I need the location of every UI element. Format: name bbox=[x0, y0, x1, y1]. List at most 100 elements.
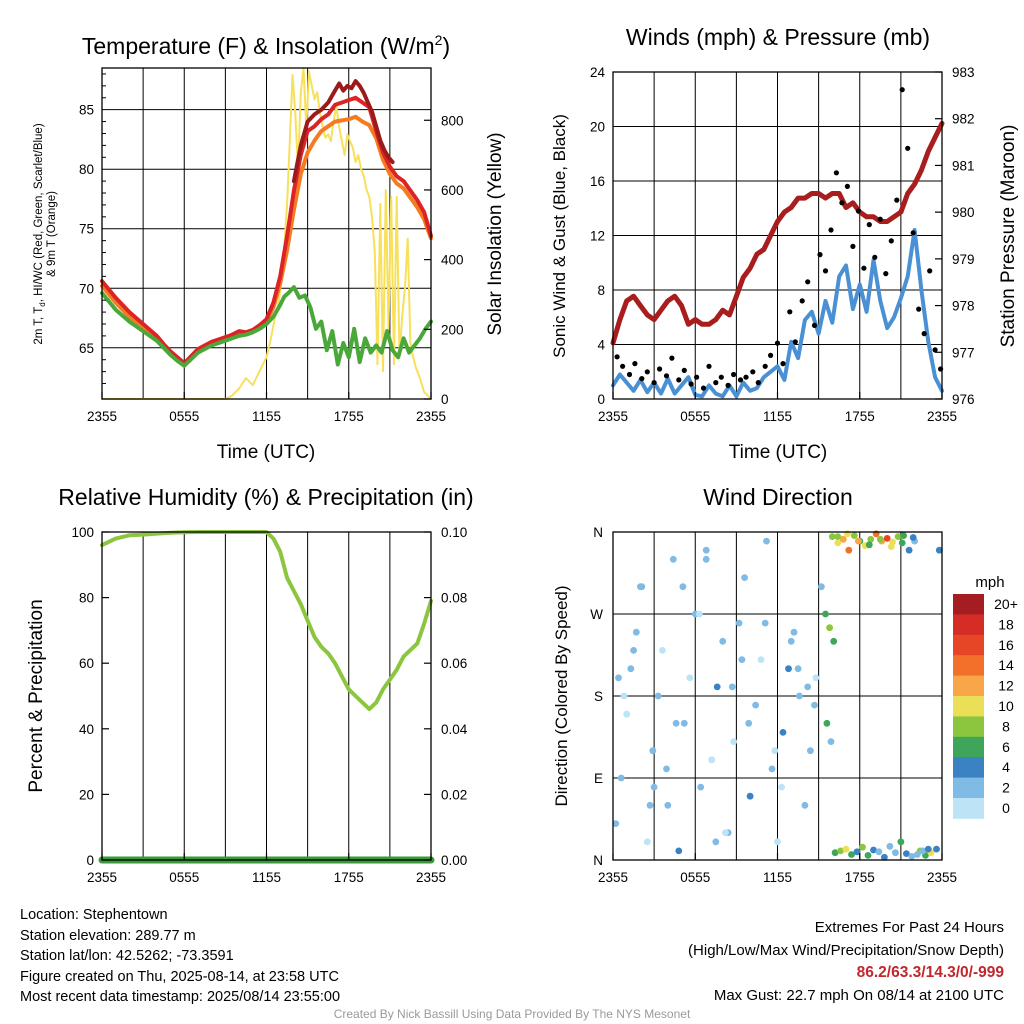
insolation-ytick-label: 200 bbox=[441, 322, 464, 337]
direction-point bbox=[675, 847, 683, 855]
gust-point bbox=[855, 208, 862, 214]
direction-point bbox=[839, 535, 847, 543]
direction-point bbox=[696, 610, 703, 618]
speed-legend-swatch bbox=[953, 736, 984, 758]
gust-point bbox=[750, 369, 756, 375]
precip-ytick-label: 0.00 bbox=[441, 853, 467, 868]
speed-legend: 20+ 18 16 14 12 10 8 6 4 2 0 bbox=[953, 594, 1018, 819]
gust-point bbox=[639, 376, 645, 382]
gust-point bbox=[833, 170, 840, 176]
direction-point bbox=[615, 674, 622, 682]
direction-point bbox=[643, 838, 651, 846]
direction-xtick-label: 2355 bbox=[598, 870, 628, 885]
direction-point bbox=[752, 701, 759, 709]
direction-point bbox=[828, 533, 836, 540]
speed-legend-swatch bbox=[953, 634, 984, 656]
direction-point bbox=[894, 533, 902, 540]
insolation-ytick-label: 400 bbox=[441, 253, 464, 268]
direction-point bbox=[741, 574, 748, 581]
direction-point bbox=[761, 619, 769, 627]
gust-point bbox=[921, 331, 927, 337]
temperature-y2label: Solar Insolation (Yellow) bbox=[485, 132, 506, 335]
gust-point bbox=[669, 355, 675, 361]
gust-point bbox=[644, 369, 650, 375]
insolation-ytick-label: 800 bbox=[441, 113, 464, 128]
direction-point bbox=[735, 619, 743, 627]
humidity-ytick-label: 40 bbox=[79, 722, 94, 737]
gust-point bbox=[872, 254, 878, 260]
wind-ylabel: Sonic Wind & Gust (Blue, Black) bbox=[550, 114, 569, 358]
direction-point bbox=[908, 853, 916, 860]
temperature-title: Temperature (F) & Insolation (W/m2) bbox=[82, 32, 450, 59]
precip-ytick-label: 0.10 bbox=[441, 525, 467, 540]
series-temp2m bbox=[100, 95, 433, 366]
direction-point bbox=[612, 820, 620, 827]
direction-point bbox=[620, 692, 628, 700]
wind-xtick-label: 2355 bbox=[598, 409, 628, 424]
speed-legend-swatch bbox=[953, 716, 984, 738]
direction-point bbox=[719, 637, 727, 645]
gust-point bbox=[910, 230, 916, 236]
wind-ytick-label: 0 bbox=[597, 392, 605, 407]
extremes-legend: (High/Low/Max Wind/Precipitation/Snow De… bbox=[688, 941, 1004, 959]
direction-point bbox=[680, 719, 688, 727]
direction-point bbox=[778, 783, 785, 791]
speed-legend-label: 2 bbox=[1002, 780, 1010, 796]
direction-point bbox=[826, 624, 833, 632]
humidity-ylabel: Percent & Precipitation bbox=[26, 599, 47, 792]
direction-point bbox=[790, 628, 798, 636]
direction-xtick-label: 1155 bbox=[763, 870, 792, 885]
direction-point bbox=[876, 535, 884, 543]
speed-legend-label: 16 bbox=[998, 637, 1014, 653]
direction-point bbox=[763, 537, 770, 545]
wind-xtick-label: 2355 bbox=[927, 409, 957, 424]
gust-point bbox=[657, 366, 663, 372]
precip-ytick-label: 0.08 bbox=[441, 591, 467, 606]
gust-point bbox=[861, 265, 867, 271]
direction-point bbox=[834, 533, 842, 540]
wind-ytick-label: 24 bbox=[590, 65, 606, 80]
gust-point bbox=[620, 363, 626, 369]
gust-point bbox=[805, 279, 811, 285]
temperature-axes: 2355 0555 1155 1755 2355 65 70 75 80 85 0 200 400 600… bbox=[79, 73, 464, 424]
humidity-title: Relative Humidity (%) & Precipitation (i… bbox=[58, 484, 473, 510]
direction-point bbox=[771, 747, 779, 755]
direction-point bbox=[801, 801, 809, 809]
wind-ytick-label: 20 bbox=[590, 120, 605, 135]
speed-legend-swatch bbox=[953, 777, 984, 799]
gust-point bbox=[877, 216, 883, 222]
speed-legend-swatch bbox=[953, 614, 984, 636]
gust-point bbox=[916, 306, 922, 312]
gust-point bbox=[839, 200, 845, 206]
wind-series bbox=[610, 87, 945, 399]
humidity-axes: 2355 0555 1155 1755 2355 0 0.00 20 0.02 40 0.04 60 0… bbox=[71, 525, 467, 885]
gust-point bbox=[694, 374, 700, 380]
direction-point bbox=[713, 683, 721, 691]
temperature-ylabel: 2m T, Td, HI/WC (Red, Green, Scarlet/Blu… bbox=[33, 123, 58, 344]
direction-panel: Wind Direction 2355 0555 1155 1755 2355 N E S W N… bbox=[552, 484, 1018, 885]
direction-point bbox=[728, 683, 736, 691]
direction-point bbox=[623, 710, 631, 718]
wind-xtick-label: 0555 bbox=[680, 409, 710, 424]
temperature-panel: Temperature (F) & Insolation (W/m2) 2355… bbox=[33, 32, 506, 463]
humidity-ytick-label: 100 bbox=[71, 525, 94, 540]
humidity-grid bbox=[142, 532, 391, 860]
temperature-xtick-label: 1755 bbox=[334, 409, 364, 424]
series-dewpoint bbox=[100, 285, 433, 368]
direction-point bbox=[818, 583, 825, 591]
direction-point bbox=[822, 610, 829, 618]
gust-point bbox=[626, 371, 633, 378]
direction-point bbox=[811, 701, 818, 709]
gust-point bbox=[731, 371, 737, 378]
direction-point bbox=[787, 637, 795, 645]
gust-point bbox=[799, 298, 805, 304]
direction-point bbox=[842, 845, 850, 853]
extremes-title: Extremes For Past 24 Hours bbox=[814, 919, 1004, 936]
direction-axes: 2355 0555 1155 1755 2355 N E S W N bbox=[590, 525, 957, 885]
gust-point bbox=[718, 374, 724, 380]
speed-legend-swatch bbox=[953, 594, 984, 615]
speed-legend-swatch bbox=[953, 696, 984, 717]
pressure-ytick-label: 978 bbox=[952, 299, 975, 314]
pressure-ytick-label: 981 bbox=[952, 158, 975, 173]
